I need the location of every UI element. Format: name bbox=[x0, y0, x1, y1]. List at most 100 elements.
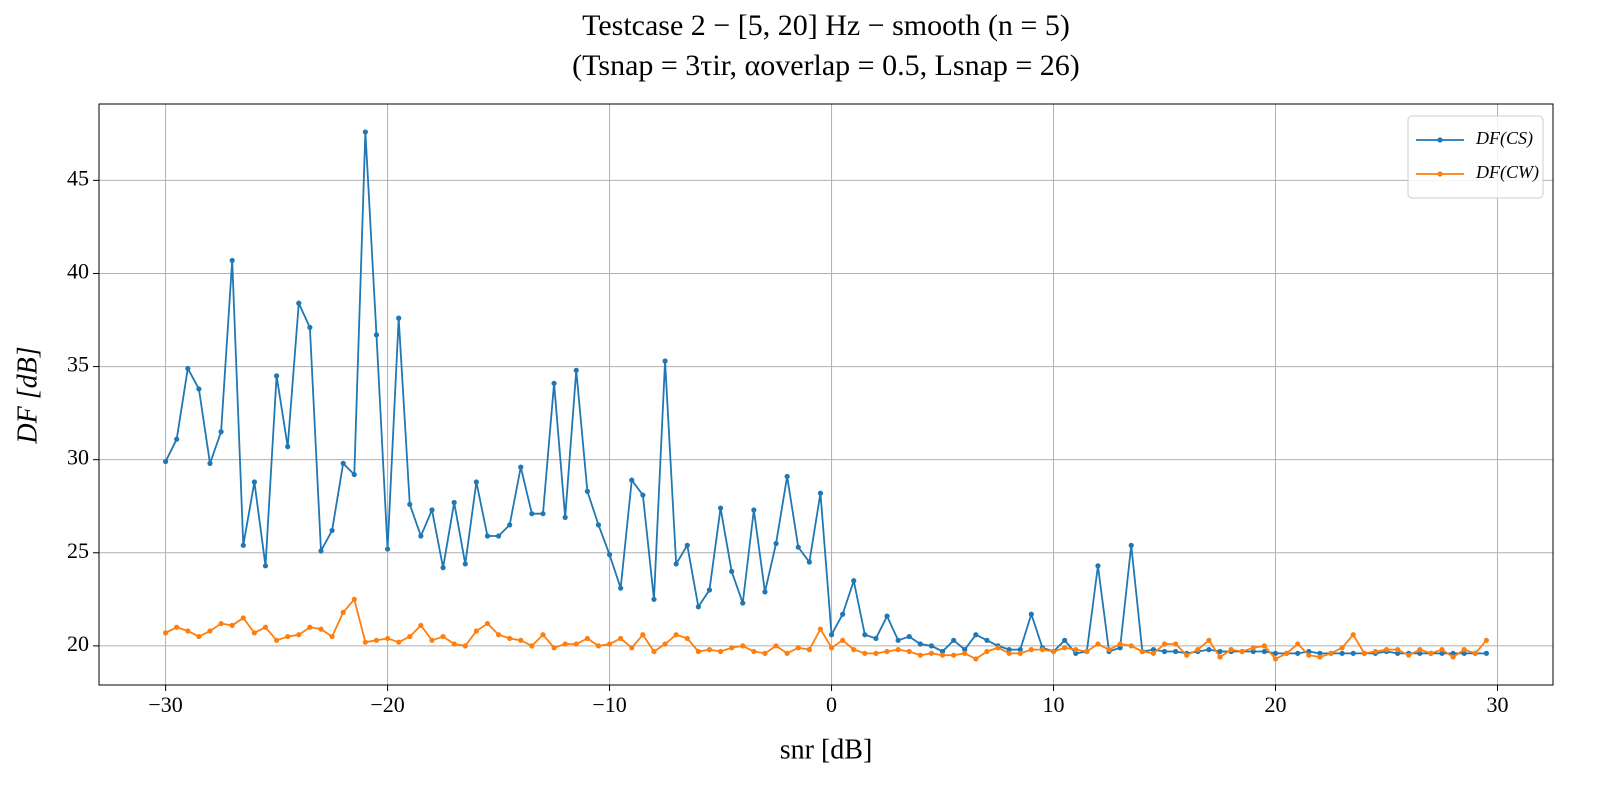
x-tick-label: 10 bbox=[1043, 692, 1065, 717]
x-tick-label: −30 bbox=[148, 692, 182, 717]
data-point bbox=[862, 650, 868, 656]
data-point bbox=[185, 365, 191, 372]
data-point bbox=[1350, 650, 1356, 656]
data-point bbox=[762, 589, 768, 595]
data-point bbox=[729, 645, 735, 651]
data-point bbox=[629, 645, 635, 651]
data-point bbox=[1117, 641, 1123, 647]
data-point bbox=[174, 624, 180, 630]
data-point bbox=[1161, 648, 1168, 655]
data-point bbox=[1383, 647, 1390, 653]
data-point bbox=[928, 643, 935, 649]
data-point bbox=[1039, 647, 1046, 653]
data-point bbox=[362, 639, 368, 645]
data-point bbox=[507, 522, 513, 528]
data-point bbox=[1295, 650, 1301, 656]
plot-frame bbox=[98, 103, 1554, 686]
data-point bbox=[196, 633, 202, 640]
data-point bbox=[218, 429, 224, 435]
data-point bbox=[828, 645, 835, 651]
data-point bbox=[618, 585, 624, 591]
data-point bbox=[706, 587, 713, 593]
data-point bbox=[1006, 650, 1012, 656]
data-point bbox=[495, 533, 502, 539]
legend: DF(CS) DF(CW) bbox=[1407, 115, 1544, 199]
data-point bbox=[307, 324, 313, 331]
data-point bbox=[1250, 648, 1256, 655]
data-point bbox=[840, 637, 846, 643]
data-point bbox=[851, 578, 857, 584]
legend-label: DF(CW) bbox=[1475, 162, 1539, 183]
y-axis-label: DF [dB] bbox=[12, 346, 43, 444]
data-point bbox=[1272, 650, 1279, 656]
data-point bbox=[273, 373, 280, 379]
data-point bbox=[307, 624, 313, 630]
data-point bbox=[1217, 648, 1223, 655]
data-point bbox=[1272, 656, 1279, 662]
data-point bbox=[695, 648, 701, 655]
data-point bbox=[1228, 647, 1234, 653]
data-point bbox=[384, 635, 391, 642]
data-point bbox=[407, 501, 413, 507]
data-point bbox=[329, 633, 335, 640]
data-point bbox=[296, 632, 302, 638]
data-point bbox=[1117, 645, 1123, 651]
data-point bbox=[1173, 648, 1179, 655]
data-point bbox=[1428, 650, 1434, 656]
data-point bbox=[884, 613, 890, 619]
data-point bbox=[751, 648, 757, 655]
data-point bbox=[273, 637, 280, 643]
data-point bbox=[751, 507, 757, 513]
data-point bbox=[529, 643, 535, 649]
data-point bbox=[684, 635, 690, 642]
data-point bbox=[484, 533, 491, 539]
data-point bbox=[418, 533, 424, 539]
data-point bbox=[851, 647, 857, 653]
y-tick-label: 35 bbox=[67, 352, 89, 377]
data-point bbox=[1472, 650, 1478, 656]
data-point bbox=[973, 632, 979, 638]
data-point bbox=[584, 635, 590, 642]
data-point bbox=[351, 596, 357, 602]
data-point bbox=[906, 633, 912, 640]
data-point bbox=[1161, 641, 1168, 647]
data-point bbox=[218, 620, 224, 627]
data-point bbox=[606, 641, 613, 647]
data-point bbox=[451, 641, 457, 647]
data-point bbox=[418, 622, 424, 629]
data-point bbox=[951, 652, 957, 658]
data-point bbox=[917, 641, 923, 647]
data-point bbox=[729, 568, 735, 575]
data-point bbox=[662, 641, 668, 647]
y-tick-label: 25 bbox=[67, 538, 89, 563]
data-point bbox=[640, 632, 646, 638]
data-point bbox=[1173, 641, 1179, 647]
data-point bbox=[340, 609, 346, 615]
x-tick-label: 30 bbox=[1487, 692, 1509, 717]
data-point bbox=[440, 633, 446, 640]
data-point bbox=[484, 620, 491, 627]
data-point bbox=[1084, 648, 1090, 655]
data-point bbox=[618, 635, 624, 642]
data-point bbox=[740, 600, 746, 606]
data-point bbox=[1017, 650, 1023, 656]
data-point bbox=[251, 479, 257, 485]
data-point bbox=[740, 643, 746, 649]
data-point bbox=[984, 648, 990, 655]
data-point bbox=[1372, 648, 1379, 655]
y-tick-label: 40 bbox=[67, 259, 89, 284]
data-point bbox=[340, 460, 346, 467]
data-point bbox=[329, 527, 335, 534]
data-point bbox=[1028, 647, 1034, 653]
x-tick-label: −10 bbox=[592, 692, 626, 717]
data-point bbox=[562, 641, 568, 647]
data-point bbox=[562, 514, 568, 521]
data-point bbox=[939, 652, 946, 658]
data-point bbox=[1306, 652, 1312, 658]
series-line bbox=[164, 131, 1487, 655]
data-point bbox=[285, 633, 291, 640]
data-point bbox=[318, 626, 324, 632]
data-point bbox=[895, 647, 901, 653]
data-point bbox=[207, 460, 213, 467]
data-point bbox=[784, 473, 790, 480]
